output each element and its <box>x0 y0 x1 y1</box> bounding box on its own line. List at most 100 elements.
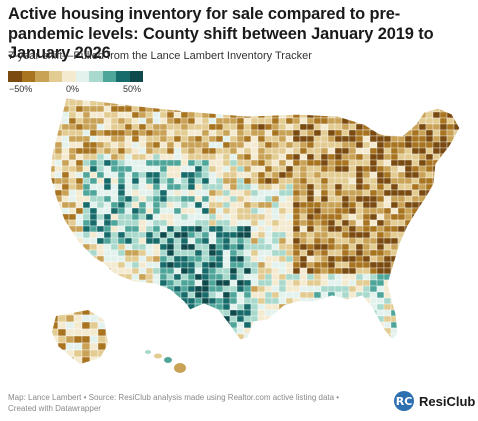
county-cell <box>397 105 406 113</box>
county-cell <box>432 117 441 125</box>
county-cell <box>425 315 434 323</box>
county-cell <box>54 189 63 197</box>
county-cell <box>327 339 336 340</box>
alaska-cell <box>105 310 108 316</box>
county-cell <box>320 261 329 269</box>
alaska-cell <box>52 356 59 364</box>
county-cell <box>173 111 182 119</box>
county-cell <box>243 237 252 245</box>
county-cell <box>222 291 231 299</box>
map-title: Active housing inventory for sale compar… <box>8 5 434 62</box>
county-cell <box>54 303 63 311</box>
county-cell <box>299 147 308 155</box>
county-cell <box>194 159 203 167</box>
county-cell <box>180 249 189 257</box>
county-cell <box>306 189 315 197</box>
county-cell <box>362 201 371 209</box>
county-cell <box>194 237 203 245</box>
county-cell <box>152 243 161 251</box>
county-cell <box>418 129 427 137</box>
county-cell <box>187 219 196 227</box>
county-cell <box>138 177 147 185</box>
county-cell <box>376 183 385 191</box>
county-cell <box>313 321 322 329</box>
county-cell <box>418 141 427 149</box>
county-cell <box>54 105 63 113</box>
county-cell <box>96 273 105 281</box>
county-cell <box>446 153 455 161</box>
county-cell <box>397 315 406 323</box>
legend-swatch <box>21 71 35 82</box>
county-cell <box>208 297 217 305</box>
county-cell <box>397 123 406 131</box>
county-cell <box>50 219 56 227</box>
county-cell <box>194 213 203 221</box>
county-cell <box>383 231 392 239</box>
county-cell <box>292 261 301 269</box>
county-cell <box>229 237 238 245</box>
county-cell <box>124 333 133 340</box>
county-cell <box>453 225 460 233</box>
county-cell <box>306 273 315 281</box>
county-cell <box>271 213 280 221</box>
county-cell <box>383 243 392 251</box>
county-cell <box>355 99 364 107</box>
county-cell <box>432 219 441 227</box>
county-cell <box>54 183 63 191</box>
county-cell <box>425 321 434 329</box>
county-cell <box>264 273 273 281</box>
county-cell <box>397 219 406 227</box>
county-cell <box>264 189 273 197</box>
county-cell <box>222 153 231 161</box>
county-cell <box>439 327 448 335</box>
county-cell <box>264 117 273 125</box>
county-cell <box>110 321 119 329</box>
county-cell <box>299 213 308 221</box>
county-cell <box>215 129 224 137</box>
county-cell <box>257 213 266 221</box>
alaska-cell <box>81 328 91 337</box>
county-cell <box>68 153 77 161</box>
county-cell <box>432 171 441 179</box>
county-cell <box>180 129 189 137</box>
county-cell <box>110 123 119 131</box>
county-cell <box>222 207 231 215</box>
county-cell <box>306 237 315 245</box>
county-cell <box>222 117 231 125</box>
county-cell <box>397 98 406 101</box>
county-cell <box>131 219 140 227</box>
county-cell <box>299 261 308 269</box>
county-cell <box>222 237 231 245</box>
county-cell <box>383 201 392 209</box>
county-cell <box>362 189 371 197</box>
county-cell <box>362 213 371 221</box>
county-cell <box>327 249 336 257</box>
county-cell <box>299 339 308 340</box>
county-cell <box>355 213 364 221</box>
county-cell <box>425 237 434 245</box>
county-cell <box>271 339 280 340</box>
county-cell <box>299 285 308 293</box>
county-cell <box>362 135 371 143</box>
county-cell <box>75 261 84 269</box>
county-cell <box>432 225 441 233</box>
county-cell <box>82 285 91 293</box>
county-cell <box>432 153 441 161</box>
county-cell <box>215 98 224 101</box>
county-cell <box>271 255 280 263</box>
county-cell <box>355 303 364 311</box>
county-cell <box>166 111 175 119</box>
county-cell <box>243 99 252 107</box>
county-cell <box>404 207 413 215</box>
county-cell <box>54 141 63 149</box>
county-cell <box>264 141 273 149</box>
county-cell <box>96 231 105 239</box>
county-cell <box>250 129 259 137</box>
county-cell <box>131 261 140 269</box>
county-cell <box>257 231 266 239</box>
county-cell <box>271 159 280 167</box>
county-cell <box>320 129 329 137</box>
county-cell <box>461 148 468 154</box>
alaska-cell <box>52 335 59 344</box>
county-cell <box>68 159 77 167</box>
